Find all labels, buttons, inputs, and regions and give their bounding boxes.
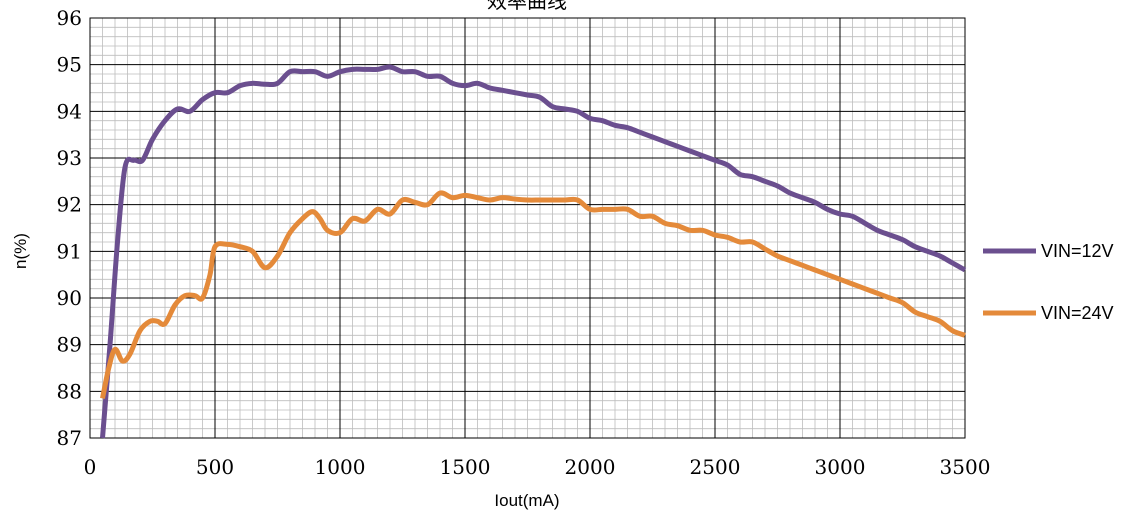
legend-label-vin-12v: VIN=12V (1041, 241, 1114, 261)
y-tick-label: 88 (57, 379, 82, 403)
x-tick-label: 2500 (690, 455, 741, 479)
minor-grid (90, 18, 965, 438)
legend: VIN=12V VIN=24V (983, 241, 1114, 323)
y-tick-label: 89 (57, 333, 82, 357)
x-tick-label: 1000 (315, 455, 366, 479)
y-tick-label: 95 (57, 53, 82, 77)
major-grid (90, 18, 965, 438)
x-tick-label: 0 (84, 455, 97, 479)
x-tick-labels: 0 500 1000 1500 2000 2500 3000 3500 (84, 455, 991, 479)
y-tick-label: 94 (57, 99, 82, 123)
y-tick-label: 93 (57, 146, 82, 170)
x-tick-label: 3500 (940, 455, 991, 479)
y-axis-title: n(%) (11, 233, 30, 269)
x-axis-title: Iout(mA) (494, 491, 559, 510)
x-tick-label: 3000 (815, 455, 866, 479)
plot-frame (89, 17, 966, 439)
legend-label-vin-24v: VIN=24V (1041, 303, 1114, 323)
y-tick-label: 96 (57, 6, 82, 30)
y-tick-label: 90 (57, 286, 82, 310)
chart-title: 效率曲线 (487, 0, 567, 13)
y-tick-labels: 87 88 89 90 91 92 93 94 95 96 (57, 6, 82, 450)
series-layer (100, 64, 967, 439)
y-tick-label: 87 (57, 426, 82, 450)
y-tick-label: 91 (57, 239, 82, 263)
series-line-vin-24v (100, 190, 966, 399)
x-tick-label: 500 (196, 455, 234, 479)
x-tick-label: 1500 (440, 455, 491, 479)
x-tick-label: 2000 (565, 455, 616, 479)
series-line-vin-12v (100, 64, 967, 439)
y-tick-label: 92 (57, 193, 82, 217)
